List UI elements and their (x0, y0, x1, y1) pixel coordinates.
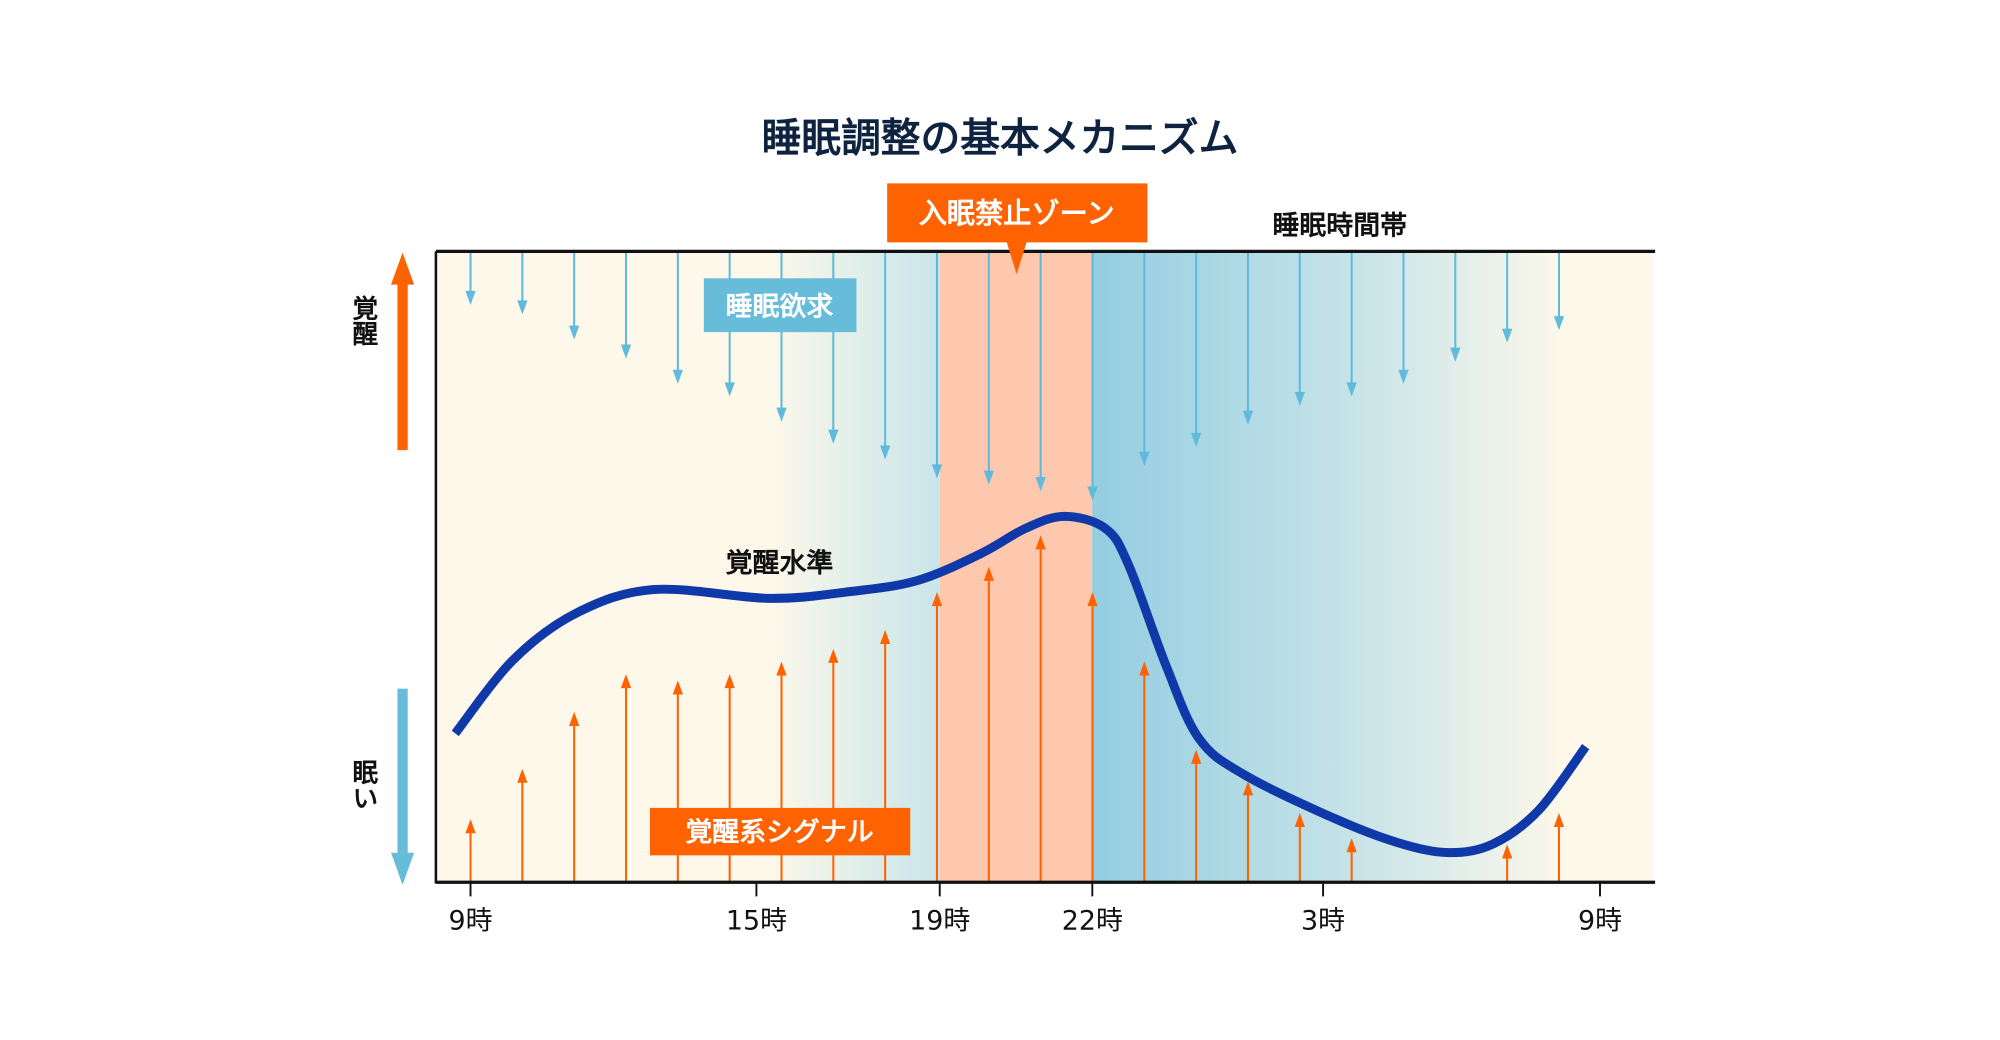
arrow-up-icon (1242, 781, 1254, 796)
arrows-layer (465, 251, 1565, 883)
arrow-down-icon (517, 300, 528, 315)
arrow-up-icon (465, 819, 476, 834)
x-axis-ticks: 9時 15時 19時 22時 3時 9時 (448, 882, 1622, 937)
arrow-down-icon (1242, 410, 1254, 425)
sleep-period-band (1092, 251, 1565, 883)
arrow-down-icon (465, 290, 476, 305)
sleep-pressure-tag: 睡眠欲求 (703, 278, 857, 333)
arrow-up-icon (1139, 661, 1150, 676)
arrow-up-icon (672, 680, 683, 695)
no-sleep-zone-box (887, 183, 1148, 243)
arrow-down-icon (931, 464, 943, 479)
arrow-down-icon (1502, 328, 1513, 343)
arrow-down-icon (1191, 432, 1202, 447)
sleepy-axis-label: 眠い (348, 759, 378, 810)
wake-axis-label: 覚醒 (348, 295, 378, 347)
x-tick-label: 3時 (1301, 906, 1345, 937)
diagram-title: 睡眠調整の基本メカニズム (762, 115, 1239, 161)
arrow-down-icon (391, 852, 415, 885)
arrow-up-icon (880, 629, 891, 645)
x-tick-label: 9時 (1578, 906, 1622, 937)
arrow-down-icon (1294, 391, 1305, 406)
arrow-down-icon (880, 445, 891, 460)
sleep-pressure-label: 睡眠欲求 (726, 291, 834, 322)
arrow-up-icon (1346, 838, 1357, 853)
arrow-down-icon (983, 470, 994, 485)
arrow-down-icon (1346, 382, 1357, 397)
callout-pointer (1006, 241, 1027, 275)
arrow-up-icon (1294, 812, 1305, 827)
wake-axis-arrow (391, 252, 415, 451)
sleep-period-label: 睡眠時間帯 (1272, 211, 1407, 242)
x-tick-label: 22時 (1062, 906, 1123, 937)
x-tick-label: 19時 (909, 906, 970, 937)
arrow-up-icon (391, 252, 415, 285)
x-tick-label: 9時 (448, 906, 492, 937)
arrow-up-icon (1553, 812, 1565, 827)
arrow-down-icon (1450, 347, 1461, 362)
x-tick-label: 15時 (726, 906, 787, 937)
arrow-down-icon (1398, 369, 1409, 384)
arrow-up-icon (1087, 592, 1098, 607)
no-sleep-zone-label: 入眠禁止ゾーン (919, 197, 1115, 230)
arrow-down-icon (1139, 451, 1150, 466)
sleepy-axis-arrow (391, 688, 415, 885)
arrow-down-icon (776, 407, 787, 422)
arrow-up-icon (1191, 749, 1202, 764)
arousal-signal-tag: 覚醒系シグナル (650, 807, 911, 856)
arrow-down-icon (672, 369, 683, 384)
arrow-down-icon (620, 344, 632, 359)
arrow-down-icon (724, 382, 735, 397)
arrow-down-icon (569, 325, 580, 340)
no-sleep-zone-band (939, 251, 1093, 883)
arrow-up-icon (983, 566, 994, 581)
arrow-up-icon (569, 711, 580, 727)
arrow-down-icon (1035, 476, 1046, 492)
arrow-up-icon (776, 661, 787, 676)
arrow-up-icon (517, 768, 528, 783)
arousal-level-label: 覚醒水準 (726, 547, 834, 579)
arrow-up-icon (1035, 535, 1046, 550)
plot-background (435, 251, 1654, 883)
arrow-down-icon (1087, 486, 1098, 501)
arrow-up-icon (1502, 844, 1513, 859)
arousal-signal-label: 覚醒系シグナル (685, 816, 873, 848)
arrow-up-icon (724, 674, 735, 689)
arrow-down-icon (1553, 316, 1565, 331)
no-sleep-zone-callout: 入眠禁止ゾーン (887, 183, 1148, 275)
arrow-down-icon (828, 429, 839, 444)
sleep-pressure-box (703, 278, 857, 333)
arrow-up-icon (828, 648, 839, 663)
wake-arrow-shaft (397, 282, 408, 451)
arousal-level-curve (451, 511, 1590, 858)
arousal-signal-box (650, 807, 911, 856)
sleepy-arrow-shaft (397, 688, 408, 856)
background-evening-gradient (769, 251, 940, 883)
arrow-up-icon (620, 674, 632, 689)
arrow-up-icon (931, 592, 943, 607)
